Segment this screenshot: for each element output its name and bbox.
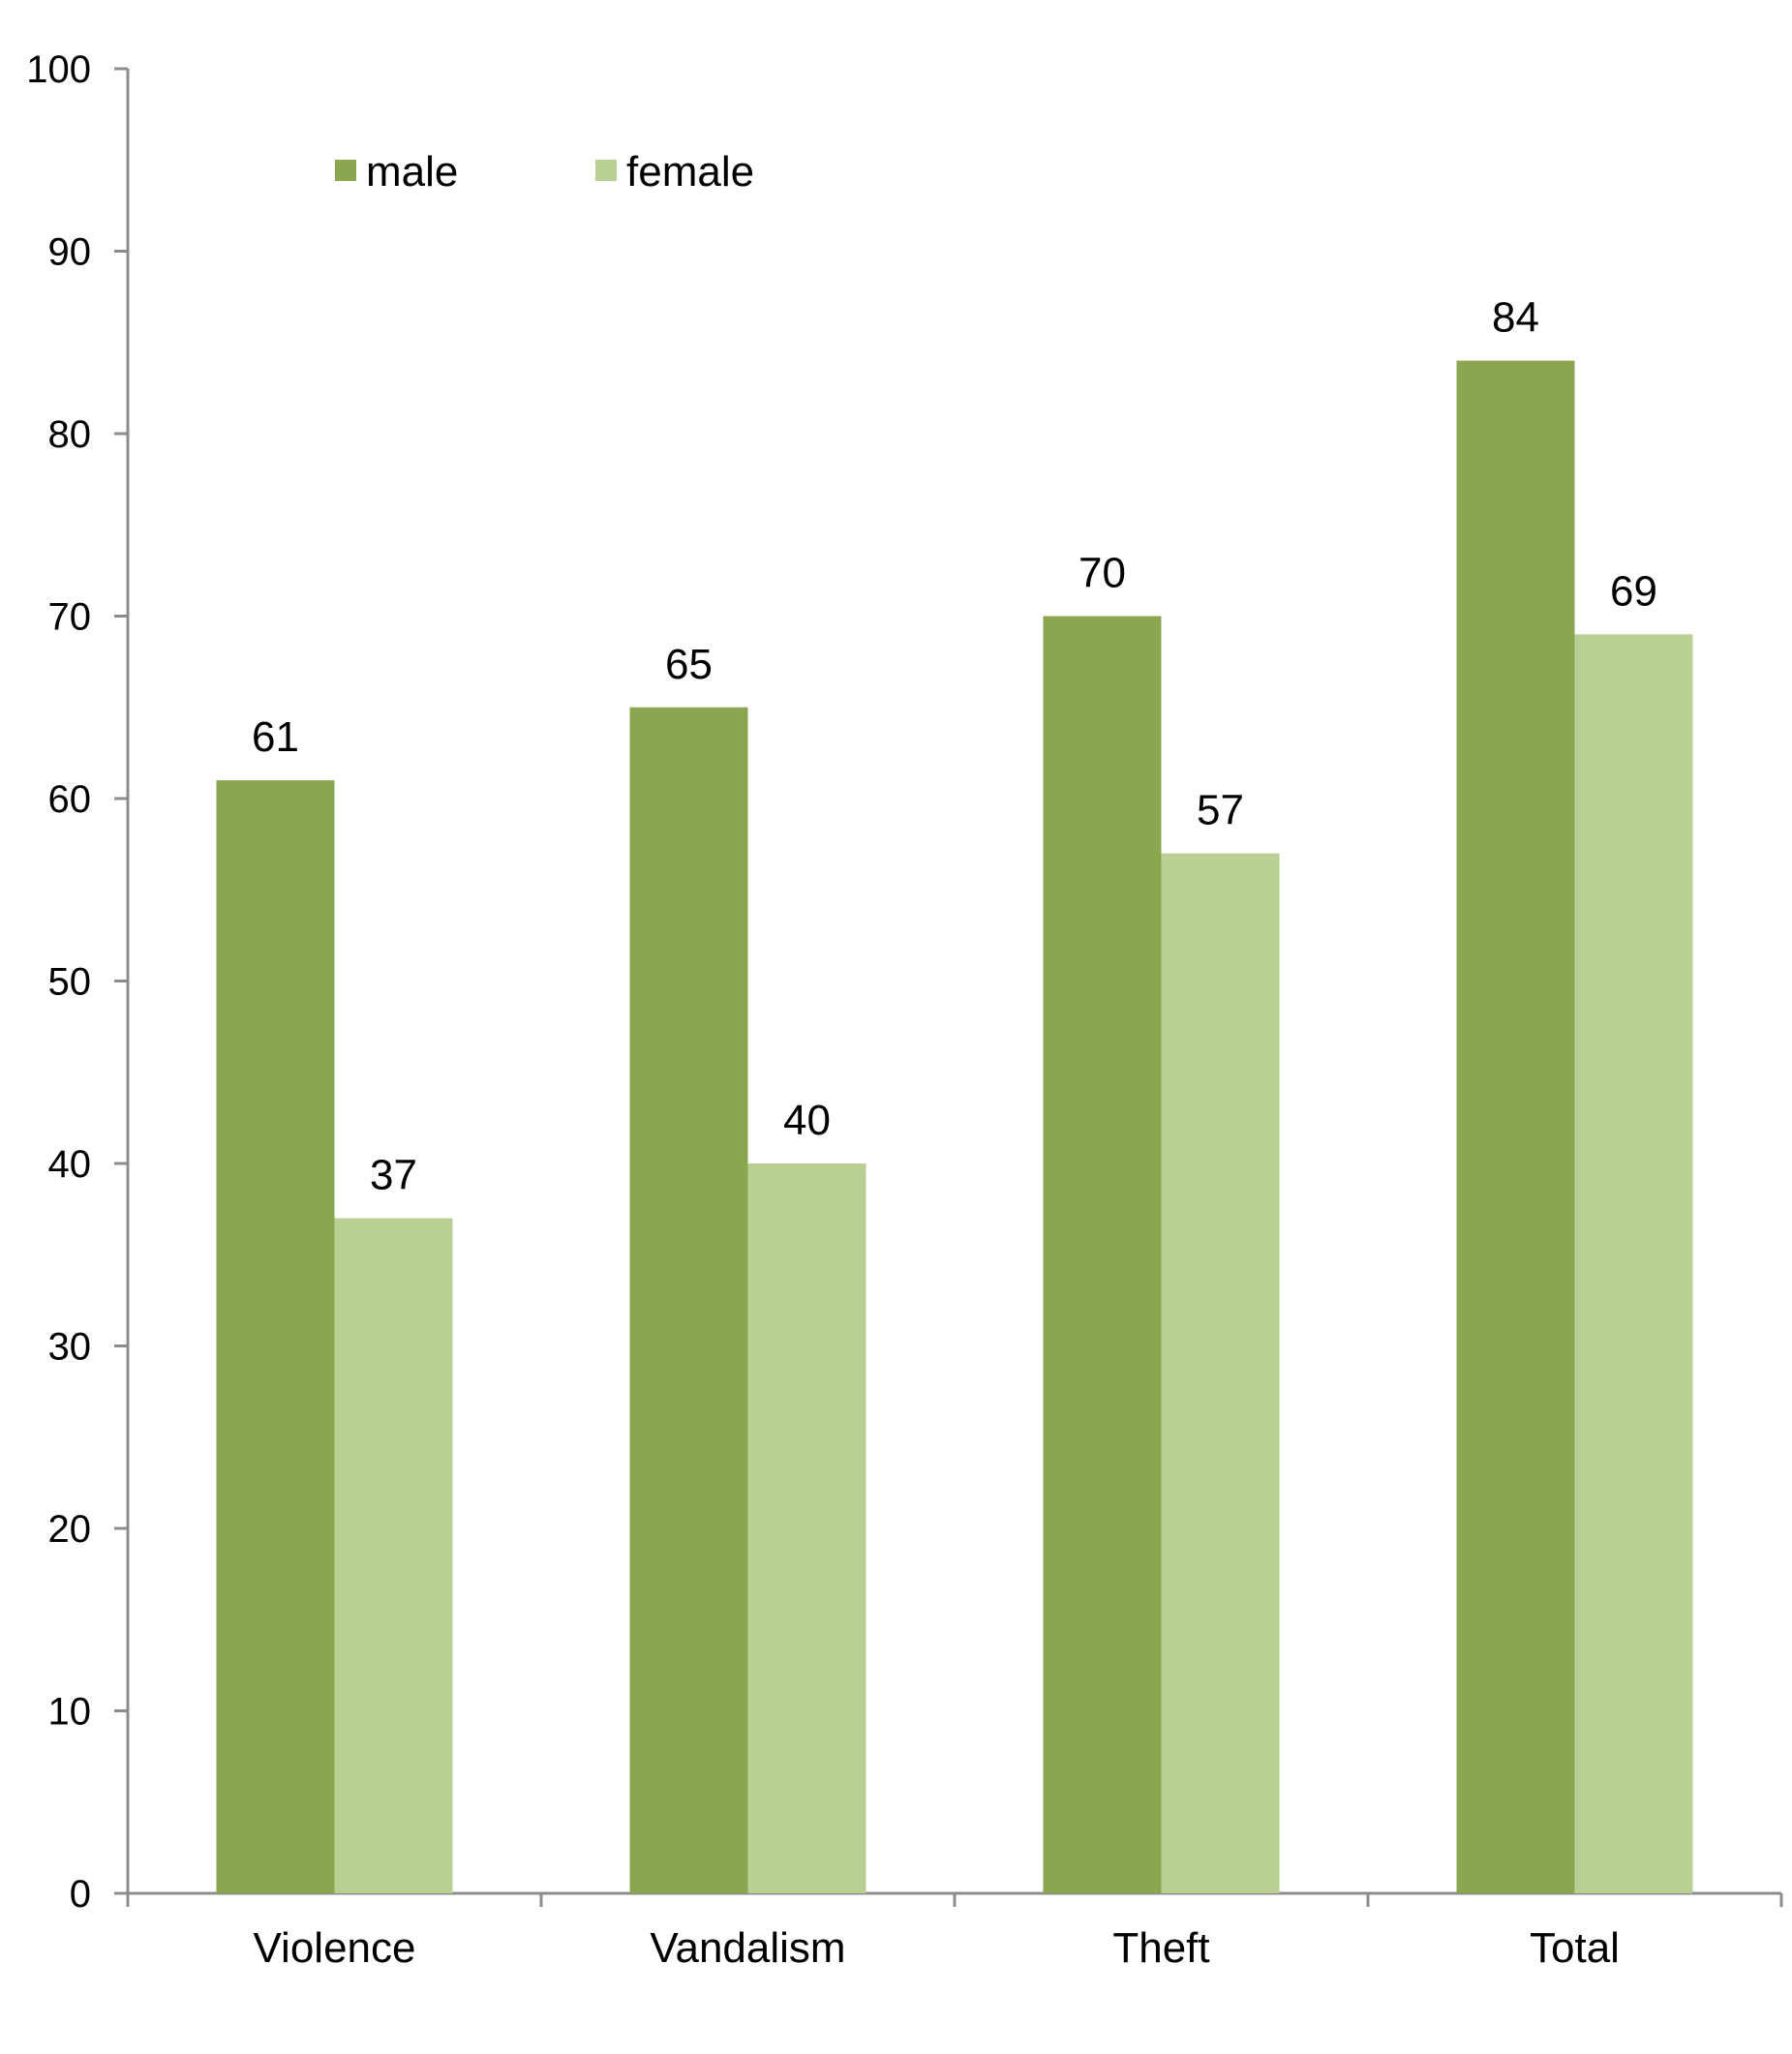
x-category-label: Vandalism: [650, 1924, 845, 1972]
bar-female: [1161, 853, 1280, 1893]
data-label-male: 65: [665, 641, 713, 688]
y-tick-label: 60: [48, 778, 92, 821]
y-tick-label: 70: [48, 596, 92, 639]
x-category-label: Total: [1530, 1924, 1620, 1972]
data-label-female: 57: [1197, 787, 1244, 834]
data-label-female: 37: [370, 1152, 417, 1199]
legend-label-male: male: [366, 148, 458, 196]
data-label-male: 70: [1078, 550, 1126, 597]
bar-female: [747, 1163, 866, 1893]
bar-male: [629, 707, 748, 1893]
bar-male: [1456, 360, 1575, 1894]
x-axis: Violence Vandalism Theft Total: [126, 1891, 1783, 1972]
data-labels: 61 37 65 40 70 57 84 69: [252, 294, 1657, 1199]
bar-male: [216, 780, 335, 1893]
legend-label-female: female: [626, 148, 754, 196]
y-tick-label: 100: [26, 48, 91, 91]
y-tick-label: 30: [48, 1326, 92, 1369]
y-axis: 0 10 20 30 40 50 60 70 80 90 100: [26, 48, 130, 1916]
bar-female: [1574, 634, 1693, 1893]
data-label-male: 84: [1492, 294, 1539, 342]
y-tick-label: 50: [48, 961, 92, 1004]
y-tick-label: 20: [48, 1508, 92, 1551]
x-category-label: Theft: [1112, 1924, 1209, 1972]
y-tick-label: 10: [48, 1691, 92, 1734]
legend-swatch-female: [595, 160, 617, 181]
y-tick-label: 80: [48, 413, 92, 456]
bar-female: [334, 1218, 453, 1893]
legend: male female: [335, 148, 754, 196]
data-label-female: 69: [1610, 567, 1657, 615]
legend-swatch-male: [335, 160, 356, 181]
y-tick-label: 40: [48, 1143, 92, 1186]
y-tick-label: 0: [70, 1873, 91, 1916]
data-label-male: 61: [252, 713, 299, 761]
data-label-female: 40: [783, 1097, 831, 1144]
y-tick-label: 90: [48, 231, 92, 274]
bar-male: [1043, 616, 1162, 1893]
bars: [216, 360, 1693, 1894]
x-category-label: Violence: [254, 1924, 416, 1972]
